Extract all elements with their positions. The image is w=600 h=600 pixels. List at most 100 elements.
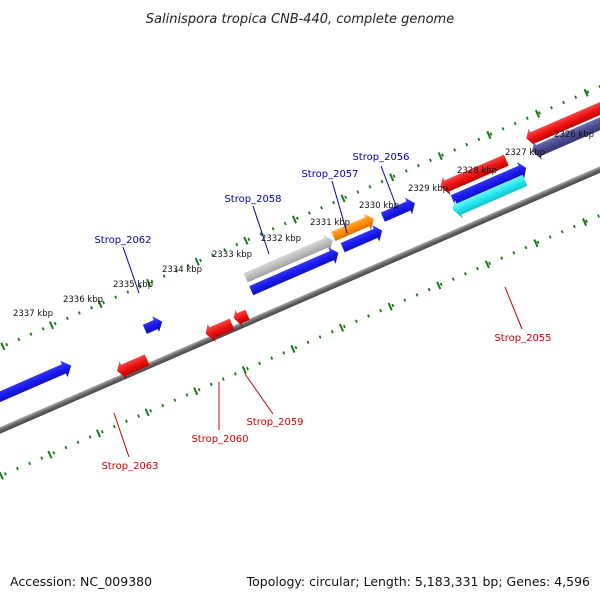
leader-strop-2057 (331, 180, 348, 234)
gene-strop-2057[interactable] (330, 211, 378, 245)
outer-ruler-dot (525, 116, 529, 121)
inner-ruler-tick (484, 260, 490, 269)
gene-strop-2055-red[interactable] (437, 151, 510, 198)
tick-label-2333: 2333 kbp (212, 250, 252, 260)
tick-label-2337: 2337 kbp (13, 309, 53, 319)
outer-ruler-dot (259, 232, 263, 236)
leader-strop-2059 (244, 373, 274, 415)
inner-ruler-dot (488, 261, 492, 266)
outer-ruler-dot (295, 216, 299, 221)
tick-label-2326: 2326 kbp (554, 130, 594, 140)
outer-ruler (0, 84, 600, 351)
inner-ruler-dot (76, 440, 80, 445)
gene-strop-2060[interactable] (202, 315, 236, 345)
inner-ruler-dot (597, 214, 600, 218)
tick-label-2327: 2327 kbp (505, 148, 545, 158)
outer-ruler-dot (41, 327, 45, 331)
outer-ruler-dot (174, 269, 178, 273)
outer-ruler-dot (77, 311, 81, 315)
forward-genes (0, 195, 418, 411)
gene-strop-2059[interactable] (231, 306, 251, 329)
label-strop-2063[interactable]: Strop_2063 (101, 461, 158, 472)
genome-stats-text: Topology: circular; Length: 5,183,331 bp… (246, 574, 590, 589)
leader-strop-2063 (113, 412, 130, 458)
inner-ruler-dot (318, 335, 322, 339)
outer-ruler-dot (307, 211, 311, 215)
inner-ruler-dot (221, 377, 225, 381)
inner-ruler-dot (112, 424, 116, 429)
label-strop-2056[interactable]: Strop_2056 (352, 152, 409, 163)
inner-ruler-dot (572, 224, 576, 229)
map-title: Salinispora tropica CNB-440, complete ge… (146, 12, 454, 27)
accession-text: Accession: NC_009380 (10, 574, 152, 589)
inner-ruler-tick (533, 239, 539, 248)
gene-strop-2058b[interactable] (248, 245, 342, 299)
outer-ruler-tick (146, 278, 152, 288)
outer-ruler-dot (489, 132, 493, 136)
outer-ruler-dot (586, 90, 590, 94)
inner-ruler-tick (582, 218, 588, 227)
outer-ruler-dot (453, 148, 457, 152)
gene-strop-2062[interactable] (141, 313, 165, 336)
inner-ruler-dot (125, 419, 128, 423)
tick-labels: 2326 kbp 2327 kbp 2328 kbp 2329 kbp 2330… (13, 130, 594, 319)
gene-strop-2058[interactable] (242, 232, 336, 286)
gene-strop-2064[interactable] (0, 357, 75, 411)
outer-ruler-dot (211, 253, 214, 257)
inner-ruler-dot (585, 219, 588, 223)
label-strop-2055[interactable]: Strop_2055 (494, 333, 551, 344)
outer-ruler-dot (332, 200, 336, 205)
inner-ruler-dot (294, 345, 298, 350)
outer-ruler-tick (534, 109, 540, 118)
leader-strop-2056 (380, 165, 398, 209)
outer-ruler-tick (48, 321, 54, 330)
inner-ruler-dot (233, 372, 237, 376)
label-strop-2060[interactable]: Strop_2060 (191, 434, 248, 445)
label-strop-2059[interactable]: Strop_2059 (246, 417, 303, 428)
inner-ruler-dot (391, 303, 395, 308)
outer-ruler-dot (501, 127, 505, 131)
gene-strop-2055-cyan[interactable] (449, 171, 529, 220)
inner-ruler-dot (560, 230, 564, 234)
inner-ruler-tick (47, 450, 53, 459)
outer-ruler-dot (356, 190, 360, 194)
tick-label-2328: 2328 kbp (457, 166, 497, 176)
outer-ruler-dot (320, 206, 323, 210)
inner-ruler-dot (476, 266, 479, 271)
outer-ruler-dot (235, 242, 239, 247)
gene-strop-2056[interactable] (379, 195, 418, 225)
outer-ruler-dot (186, 263, 190, 268)
inner-ruler-dot (40, 456, 44, 460)
inner-ruler-dot (427, 287, 431, 292)
outer-ruler-dot (102, 300, 106, 305)
outer-ruler-tick (340, 194, 346, 203)
gene-strop-2063[interactable] (114, 351, 151, 382)
gene-strop-2055-blue[interactable] (449, 160, 530, 208)
label-strop-2058[interactable]: Strop_2058 (224, 194, 281, 205)
inner-ruler-dot (246, 366, 249, 371)
outer-ruler-dot (150, 279, 154, 284)
inner-ruler-dot (185, 393, 189, 397)
genome-backbone (0, 153, 600, 447)
inner-ruler-dot (88, 435, 92, 439)
outer-ruler-tick (194, 257, 200, 266)
outer-ruler-dot (441, 153, 444, 157)
leader-strop-2058 (252, 205, 270, 255)
outer-ruler-dot (344, 195, 348, 199)
outer-ruler-dot (5, 342, 9, 347)
gene-strop-2054-red[interactable] (523, 96, 600, 149)
label-strop-2062[interactable]: Strop_2062 (94, 235, 151, 246)
gene-labels: Strop_2056 Strop_2057 Strop_2058 Strop_2… (94, 152, 551, 472)
inner-ruler-dot (149, 408, 153, 413)
gene-strop-2054-slate[interactable] (529, 109, 600, 162)
gene-strop-2057b[interactable] (339, 222, 386, 256)
inner-ruler-dot (282, 351, 286, 355)
tick-label-2332: 2332 kbp (261, 234, 301, 244)
label-strop-2057[interactable]: Strop_2057 (301, 169, 358, 180)
genome-track (0, 84, 600, 480)
inner-ruler-dot (64, 445, 68, 450)
inner-ruler-dot (342, 324, 346, 329)
inner-ruler-dot (100, 430, 104, 434)
inner-ruler-dot (536, 240, 540, 245)
